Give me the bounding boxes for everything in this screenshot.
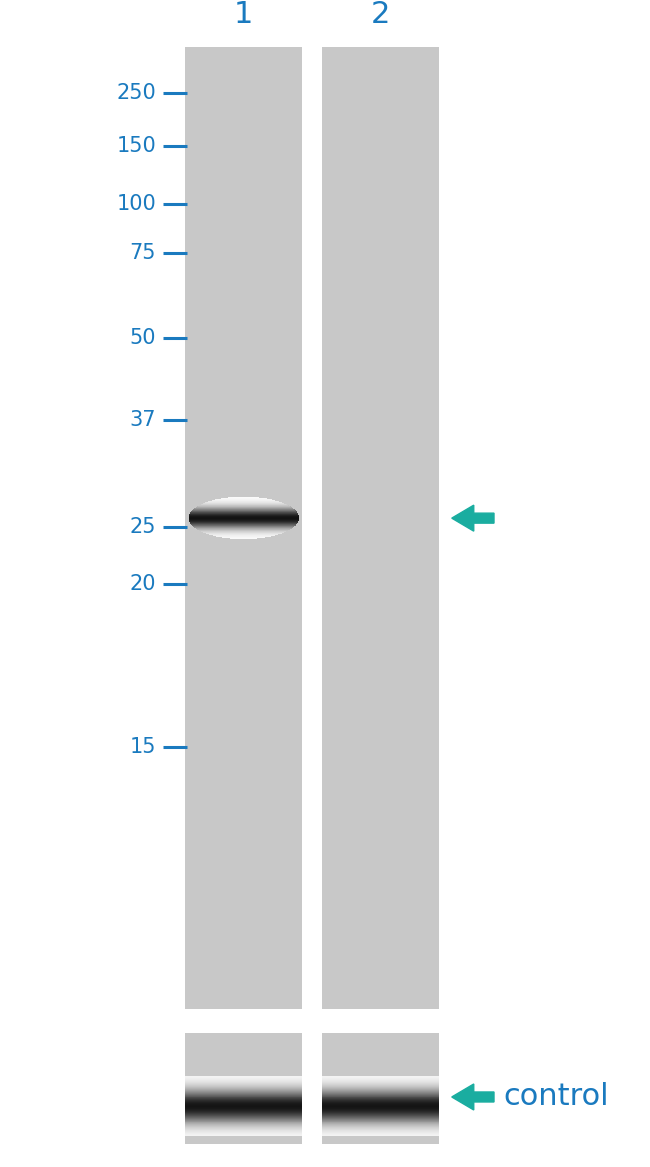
Text: 15: 15 — [129, 736, 156, 757]
Bar — [185, 1033, 302, 1144]
Text: 37: 37 — [129, 410, 156, 431]
Bar — [185, 47, 302, 1009]
Text: 25: 25 — [129, 517, 156, 538]
Text: 2: 2 — [370, 0, 390, 29]
Text: 100: 100 — [116, 194, 156, 215]
Bar — [322, 1033, 439, 1144]
Text: 50: 50 — [129, 328, 156, 349]
Text: 20: 20 — [129, 573, 156, 594]
Text: control: control — [504, 1083, 610, 1111]
FancyArrow shape — [452, 505, 494, 531]
Text: 150: 150 — [116, 135, 156, 156]
Text: 250: 250 — [116, 83, 156, 104]
Text: 75: 75 — [129, 243, 156, 264]
Text: 1: 1 — [234, 0, 254, 29]
FancyArrow shape — [452, 1084, 494, 1110]
Bar — [322, 47, 439, 1009]
